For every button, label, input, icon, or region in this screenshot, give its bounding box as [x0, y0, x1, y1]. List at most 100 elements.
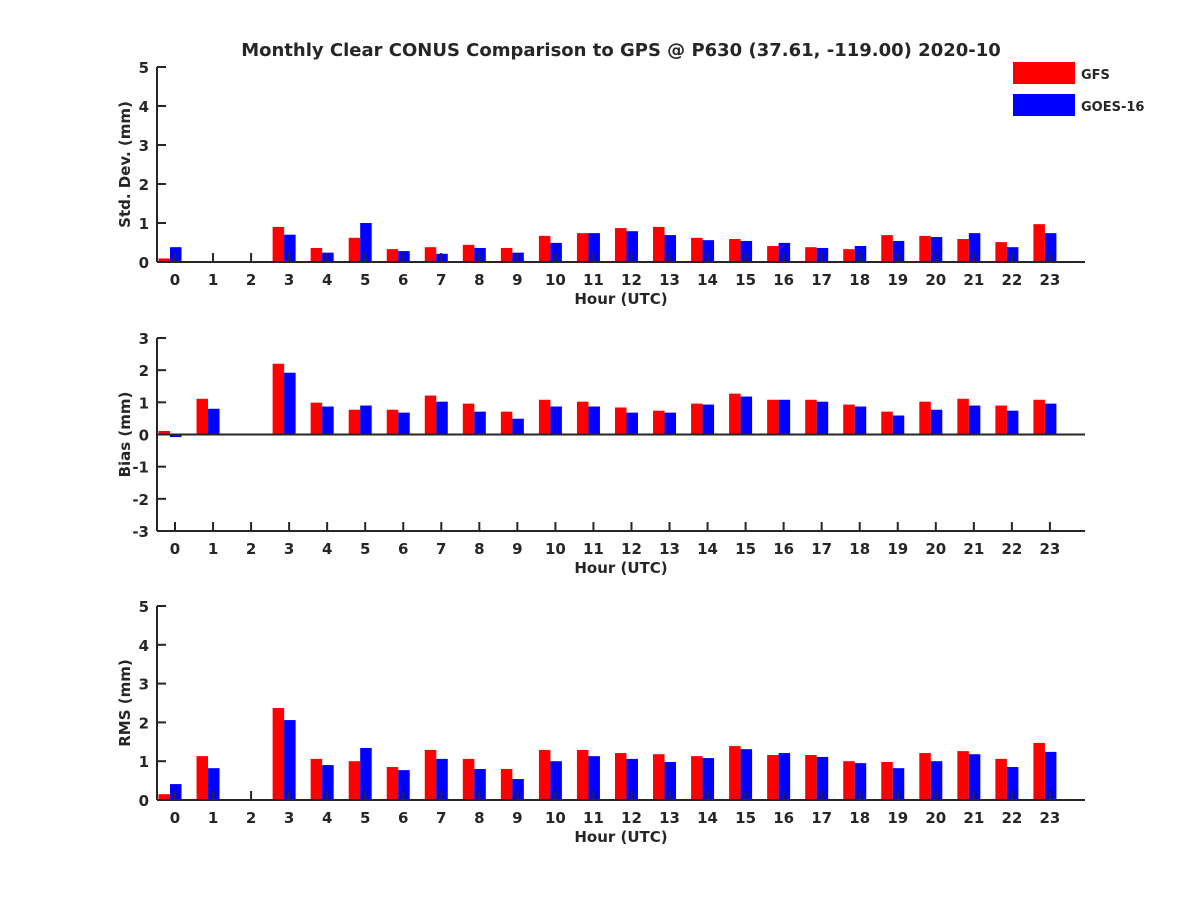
bar-gfs-hour-19: [881, 761, 893, 800]
x-tick-label: 14: [697, 540, 718, 558]
bar-gfs-hour-0: [158, 430, 170, 435]
x-tick-label: 18: [849, 809, 870, 827]
bar-gfs-hour-23: [1033, 224, 1045, 262]
x-tick-label: 21: [963, 809, 984, 827]
bar-goes16-hour-10: [550, 406, 562, 435]
x-tick-label: 19: [887, 809, 908, 827]
bar-goes16-hour-21: [968, 233, 981, 262]
x-tick-label: 4: [322, 540, 332, 558]
bar-goes16-hour-16: [778, 753, 791, 800]
x-tick-label: 8: [474, 809, 484, 827]
bar-gfs-hour-9: [500, 768, 513, 800]
y-tick-label: 3: [139, 676, 149, 694]
bar-goes16-hour-18: [854, 763, 867, 800]
bar-gfs-hour-21: [957, 751, 969, 800]
bar-gfs-hour-14: [691, 237, 703, 262]
x-tick-label: 5: [360, 809, 370, 827]
bar-goes16-hour-0: [170, 434, 182, 438]
x-axis-label: Hour (UTC): [574, 290, 667, 308]
bar-goes16-hour-6: [398, 770, 410, 800]
bar-gfs-hour-21: [957, 398, 969, 435]
bar-gfs-hour-22: [995, 758, 1007, 800]
bar-gfs-hour-6: [386, 767, 399, 800]
bar-goes16-hour-4: [322, 765, 334, 800]
bar-gfs-hour-10: [538, 749, 551, 800]
legend-swatch-gfs: [1013, 62, 1075, 84]
y-tick-label: 4: [139, 637, 149, 655]
bar-goes16-hour-3: [284, 372, 296, 435]
bar-goes16-hour-20: [930, 761, 943, 800]
x-tick-label: 15: [735, 540, 756, 558]
bar-gfs-hour-3: [272, 226, 285, 262]
bar-gfs-hour-9: [500, 247, 513, 262]
bar-gfs-hour-1: [196, 398, 209, 435]
bar-gfs-hour-16: [767, 754, 779, 800]
x-tick-label: 10: [545, 540, 566, 558]
bar-gfs-hour-11: [576, 233, 589, 262]
legend-label-gfs: GFS: [1081, 68, 1110, 83]
bar-gfs-hour-5: [348, 761, 361, 800]
y-tick-label: 0: [139, 254, 149, 272]
x-tick-label: 17: [811, 540, 832, 558]
bar-gfs-hour-18: [843, 761, 855, 800]
bar-goes16-hour-23: [1044, 751, 1057, 800]
bar-goes16-hour-15: [740, 396, 753, 435]
bar-gfs-hour-20: [919, 753, 931, 800]
y-tick-label: -1: [132, 459, 149, 477]
bar-gfs-hour-15: [729, 393, 741, 435]
bar-gfs-hour-1: [196, 756, 209, 800]
x-tick-label: 21: [963, 271, 984, 289]
legend-swatch-goes16: [1013, 94, 1075, 116]
bar-goes16-hour-6: [398, 412, 410, 435]
bar-gfs-hour-8: [462, 244, 475, 262]
legend: GFS GOES-16: [1013, 62, 1144, 116]
bar-goes16-hour-11: [588, 406, 600, 435]
y-tick-label: 3: [139, 330, 149, 348]
x-tick-label: 11: [583, 809, 604, 827]
bar-gfs-hour-20: [919, 401, 931, 435]
x-tick-label: 3: [284, 271, 294, 289]
bar-gfs-hour-21: [957, 238, 969, 262]
bar-gfs-hour-3: [272, 363, 285, 435]
x-tick-label: 23: [1039, 271, 1060, 289]
bar-goes16-hour-16: [778, 242, 791, 262]
x-tick-label: 16: [773, 271, 794, 289]
x-tick-label: 8: [474, 540, 484, 558]
bar-goes16-hour-17: [816, 756, 829, 800]
x-tick-label: 19: [887, 540, 908, 558]
bar-gfs-hour-17: [805, 247, 817, 262]
x-tick-label: 19: [887, 271, 908, 289]
bar-goes16-hour-12: [626, 412, 638, 435]
x-axis-label: Hour (UTC): [574, 828, 667, 846]
y-axis-label: RMS (mm): [116, 659, 134, 746]
bar-goes16-hour-11: [588, 233, 600, 262]
bar-goes16-hour-21: [968, 405, 981, 435]
x-tick-label: 9: [512, 809, 522, 827]
bar-goes16-hour-12: [626, 758, 638, 800]
bar-gfs-hour-23: [1033, 742, 1045, 800]
x-axis-label: Hour (UTC): [574, 559, 667, 577]
y-tick-label: 0: [139, 427, 149, 445]
bar-gfs-hour-4: [310, 402, 323, 435]
bar-goes16-hour-13: [664, 761, 677, 800]
bar-gfs-hour-13: [653, 226, 665, 262]
x-tick-label: 6: [398, 540, 408, 558]
x-tick-label: 2: [246, 271, 256, 289]
bar-gfs-hour-16: [767, 246, 779, 262]
bar-goes16-hour-17: [816, 401, 829, 435]
bar-gfs-hour-12: [614, 407, 627, 435]
bar-gfs-hour-18: [843, 249, 855, 262]
bar-gfs-hour-7: [424, 395, 437, 435]
bar-goes16-hour-5: [360, 748, 372, 800]
chart-title: Monthly Clear CONUS Comparison to GPS @ …: [241, 40, 1001, 61]
bar-goes16-hour-19: [892, 768, 905, 800]
bar-gfs-hour-4: [310, 758, 323, 800]
bar-goes16-hour-18: [854, 406, 867, 435]
x-tick-label: 17: [811, 809, 832, 827]
x-tick-label: 0: [170, 271, 180, 289]
bar-goes16-hour-13: [664, 235, 677, 262]
bar-goes16-hour-14: [702, 240, 715, 262]
bar-gfs-hour-3: [272, 708, 285, 800]
x-tick-label: 12: [621, 540, 642, 558]
